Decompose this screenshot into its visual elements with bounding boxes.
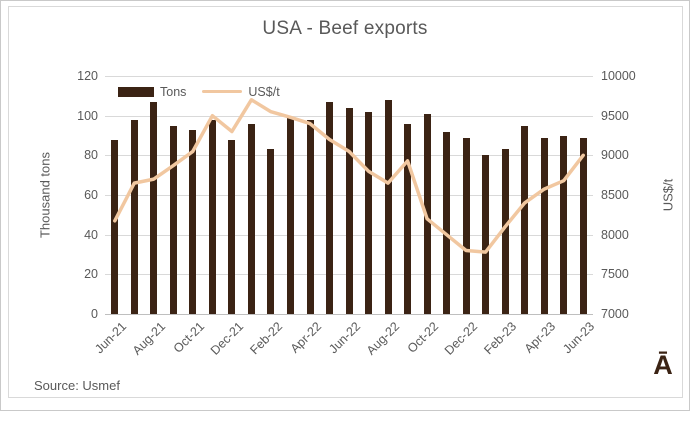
y-left-tick-label: 0 — [91, 307, 98, 321]
y-right-tick-label: 9500 — [601, 108, 629, 123]
bar — [521, 125, 529, 314]
bar — [111, 139, 119, 314]
y-right-tick-label: 7500 — [601, 267, 629, 282]
legend-bar-swatch-icon — [118, 86, 154, 97]
y-left-tick-label: 60 — [84, 188, 98, 202]
legend: Tons US$/t — [118, 84, 280, 99]
bar — [482, 155, 490, 314]
bar — [228, 139, 236, 314]
bar — [267, 149, 275, 314]
bar — [404, 123, 412, 314]
y-right-tick-label: 8000 — [601, 227, 629, 242]
chart-title: USA - Beef exports — [262, 18, 428, 39]
y-left-tick-label: 80 — [84, 148, 98, 163]
bar — [286, 117, 294, 314]
x-axis-line — [105, 314, 593, 315]
bar — [189, 129, 197, 314]
bar — [345, 107, 353, 314]
bar — [579, 137, 587, 314]
y-right-tick-label: 8500 — [601, 188, 629, 202]
source-note: Source: Usmef — [34, 378, 120, 393]
legend-label-tons: Tons — [160, 84, 187, 99]
y-right-tick-label: 7000 — [601, 307, 629, 321]
bar — [150, 101, 158, 314]
bar — [384, 99, 392, 314]
plot-area: 0 10000 20 9500 40 9000 60 8500 80 8000 100 7500 120… — [77, 69, 636, 358]
bar — [130, 119, 138, 314]
bar — [560, 135, 568, 314]
y-left-tick-label: 40 — [84, 227, 98, 242]
bar — [540, 137, 548, 314]
bar — [326, 101, 333, 314]
y-left-tick-label: 100 — [77, 108, 98, 123]
y-axis-title-right: US$/t — [660, 178, 676, 212]
legend-label-price: US$/t — [248, 84, 280, 99]
bar — [462, 137, 470, 314]
y-right-tick-label: 9000 — [601, 148, 629, 163]
y-axis-title-left: Thousand tons — [37, 151, 53, 239]
watermark-logo: Ā — [653, 350, 673, 380]
price-line-layer — [113, 98, 585, 254]
legend-line-swatch-icon — [202, 89, 243, 94]
y-left-tick-label: 20 — [84, 267, 98, 282]
bar — [169, 125, 177, 314]
bar — [443, 131, 451, 314]
bar — [365, 111, 372, 314]
gridline — [105, 76, 593, 77]
price-line — [113, 98, 585, 254]
y-left-tick-label: 120 — [77, 69, 98, 83]
bar — [306, 119, 314, 314]
y-right-tick-label: 10000 — [601, 69, 636, 83]
bar — [501, 149, 509, 314]
bar — [247, 123, 255, 314]
bar — [208, 119, 216, 314]
